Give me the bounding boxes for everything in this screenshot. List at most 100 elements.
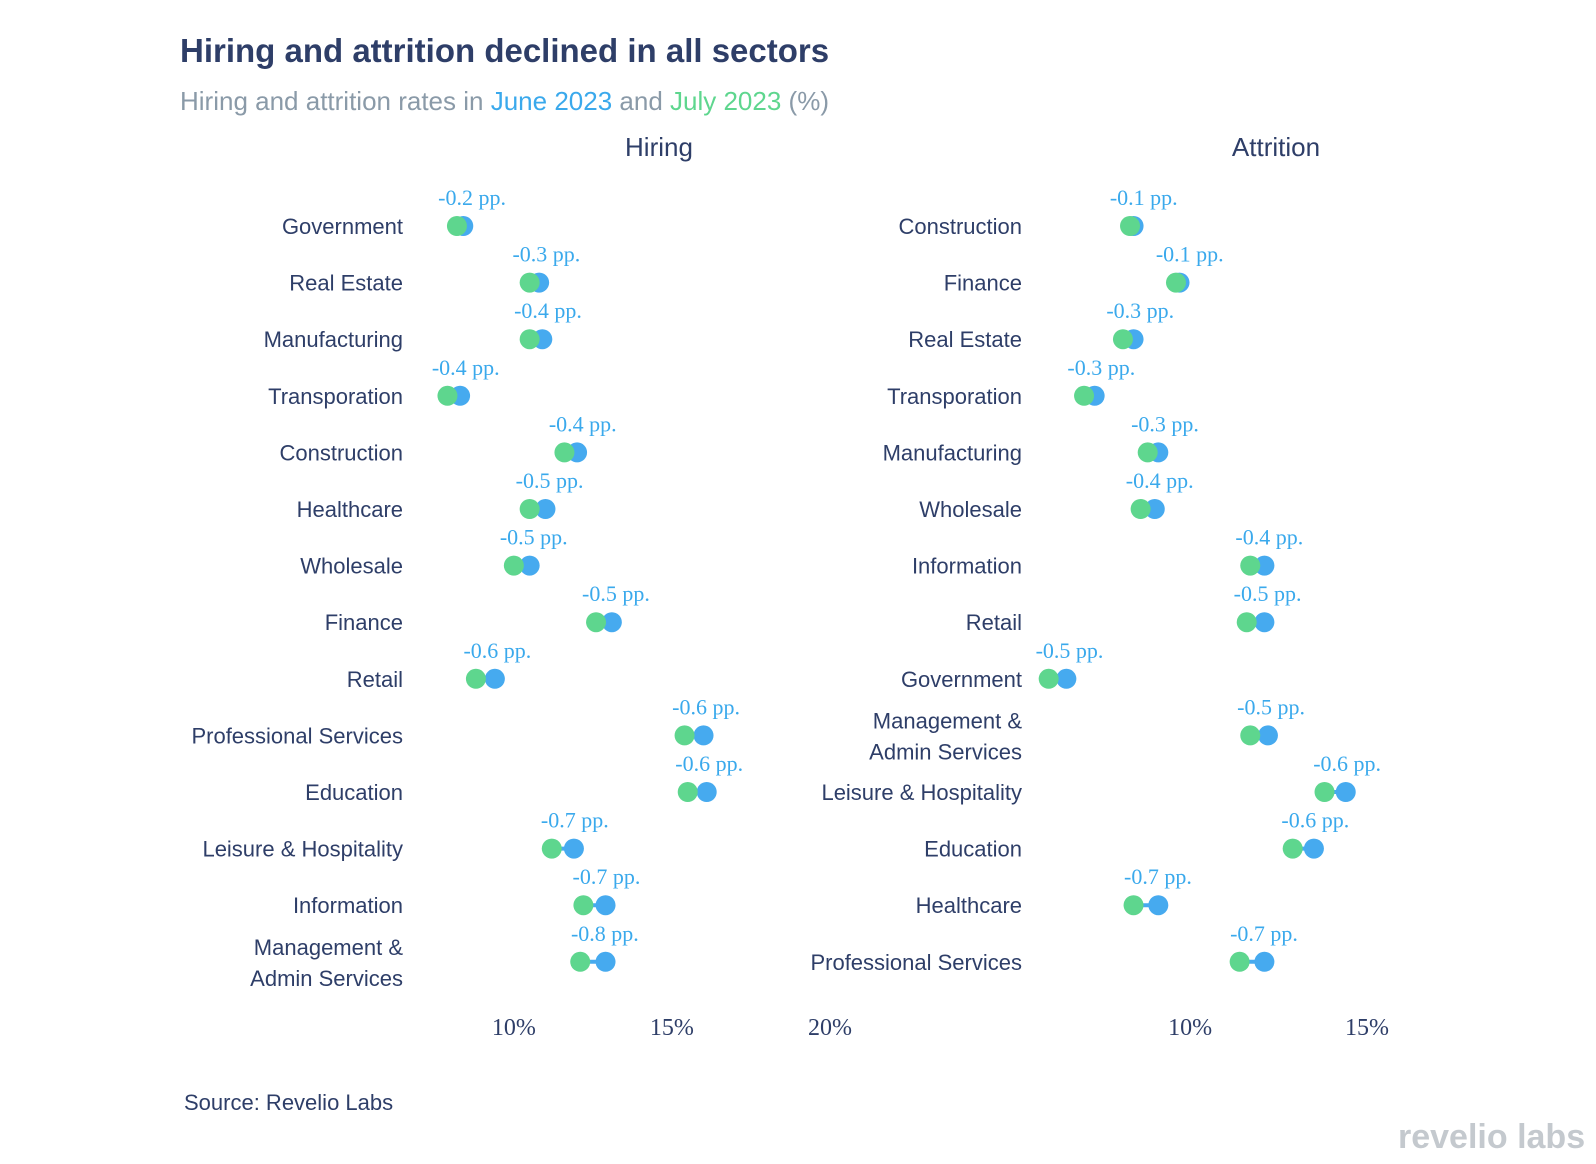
attrition-category-label: Construction	[898, 214, 1022, 239]
attrition-delta-label: -0.5 pp.	[1234, 581, 1302, 606]
hiring-category-label: Real Estate	[289, 271, 403, 296]
attrition-june-dot	[1144, 499, 1165, 519]
hiring-category-label: Leisure & Hospitality	[202, 837, 403, 862]
hiring-june-dot	[601, 612, 622, 633]
hiring-delta-label: -0.5 pp.	[516, 468, 584, 493]
hiring-x-tick-label: 10%	[492, 1015, 536, 1041]
hiring-category-label: Finance	[325, 610, 403, 635]
hiring-delta-label: -0.6 pp.	[463, 638, 531, 663]
attrition-panel-title: Attrition	[1232, 132, 1320, 162]
attrition-july-dot	[1240, 555, 1261, 576]
attrition-july-dot	[1236, 612, 1257, 633]
hiring-june-dot	[696, 782, 717, 802]
hiring-delta-label: -0.4 pp.	[432, 355, 500, 380]
hiring-x-tick-label: 15%	[650, 1015, 694, 1041]
legend-june: June 2023	[490, 86, 613, 116]
attrition-delta-label: -0.5 pp.	[1237, 694, 1305, 719]
attrition-category-label: Healthcare	[916, 893, 1022, 918]
attrition-delta-label: -0.1 pp.	[1156, 242, 1224, 267]
attrition-category-label: Finance	[944, 271, 1022, 296]
attrition-category-label: Admin Services	[869, 739, 1022, 764]
attrition-july-dot	[1120, 216, 1141, 236]
hiring-delta-label: -0.5 pp.	[582, 581, 650, 606]
attrition-july-dot	[1137, 442, 1158, 463]
hiring-july-dot	[541, 838, 562, 859]
attrition-delta-label: -0.1 pp.	[1110, 185, 1178, 210]
attrition-category-label: Leisure & Hospitality	[821, 780, 1022, 805]
subtitle-mid: and	[612, 86, 670, 116]
hiring-delta-label: -0.7 pp.	[573, 864, 641, 889]
attrition-category-label: Professional Services	[810, 950, 1022, 975]
attrition-july-dot	[1240, 725, 1261, 746]
hiring-category-label: Retail	[347, 667, 403, 692]
hiring-category-label: Manufacturing	[264, 327, 403, 352]
hiring-june-dot	[563, 838, 584, 859]
legend-july: July 2023	[670, 86, 782, 116]
hiring-x-tick-label: 20%	[808, 1015, 852, 1041]
attrition-july-dot	[1112, 329, 1133, 350]
hiring-july-dot	[519, 499, 540, 519]
attrition-delta-label: -0.3 pp.	[1067, 355, 1135, 380]
hiring-june-dot	[595, 895, 616, 916]
hiring-category-label: Transporation	[268, 384, 403, 409]
attrition-x-tick-label: 15%	[1345, 1015, 1389, 1041]
hiring-delta-label: -0.6 pp.	[675, 751, 743, 776]
hiring-june-dot	[484, 668, 505, 689]
attrition-category-label: Wholesale	[919, 497, 1022, 522]
hiring-delta-label: -0.4 pp.	[549, 411, 617, 436]
attrition-delta-label: -0.7 pp.	[1124, 864, 1192, 889]
attrition-june-dot	[1254, 951, 1275, 972]
chart-subtitle: Hiring and attrition rates in June 2023 …	[180, 86, 829, 117]
hiring-june-dot	[693, 725, 714, 746]
hiring-july-dot	[586, 612, 607, 633]
attrition-category-label: Transporation	[887, 384, 1022, 409]
attrition-x-tick-label: 10%	[1168, 1015, 1212, 1041]
hiring-delta-label: -0.3 pp.	[512, 242, 580, 267]
attrition-delta-label: -0.4 pp.	[1126, 468, 1194, 493]
hiring-july-dot	[570, 951, 591, 972]
hiring-delta-label: -0.7 pp.	[541, 808, 609, 833]
hiring-july-dot	[554, 442, 575, 463]
attrition-july-dot	[1229, 951, 1250, 972]
hiring-delta-label: -0.4 pp.	[514, 298, 582, 323]
hiring-category-label: Professional Services	[191, 723, 403, 748]
hiring-category-label: Healthcare	[297, 497, 403, 522]
revelio-labs-logo: revelio labs	[1398, 1118, 1586, 1156]
chart-title: Hiring and attrition declined in all sec…	[180, 32, 830, 69]
attrition-july-dot	[1314, 782, 1335, 802]
attrition-delta-label: -0.4 pp.	[1235, 525, 1303, 550]
hiring-june-dot	[595, 951, 616, 972]
attrition-category-label: Government	[901, 667, 1022, 692]
hiring-category-label: Construction	[279, 440, 403, 465]
attrition-category-label: Management &	[873, 708, 1023, 733]
attrition-july-dot	[1074, 385, 1095, 406]
hiring-category-label: Admin Services	[250, 966, 403, 991]
hiring-panel-title: Hiring	[625, 132, 693, 162]
attrition-july-dot	[1123, 895, 1144, 916]
hiring-june-dot	[519, 555, 540, 576]
attrition-delta-label: -0.5 pp.	[1036, 638, 1104, 663]
hiring-july-dot	[446, 216, 467, 236]
attrition-june-dot	[1254, 612, 1275, 633]
hiring-june-dot	[535, 499, 556, 519]
source-note: Source: Revelio Labs	[184, 1090, 394, 1115]
hiring-category-label: Wholesale	[300, 554, 403, 579]
hiring-category-label: Information	[293, 893, 403, 918]
attrition-category-label: Real Estate	[908, 327, 1022, 352]
hiring-july-dot	[465, 668, 486, 689]
attrition-june-dot	[1148, 895, 1169, 916]
attrition-delta-label: -0.7 pp.	[1230, 921, 1298, 946]
hiring-delta-label: -0.8 pp.	[571, 921, 639, 946]
hiring-july-dot	[677, 782, 698, 802]
attrition-delta-label: -0.6 pp.	[1281, 808, 1349, 833]
hiring-july-dot	[519, 272, 540, 293]
attrition-june-dot	[1335, 782, 1356, 802]
hiring-category-label: Management &	[254, 935, 404, 960]
hiring-july-dot	[674, 725, 695, 746]
attrition-category-label: Education	[924, 837, 1022, 862]
hiring-category-label: Education	[305, 780, 403, 805]
attrition-category-label: Manufacturing	[883, 440, 1022, 465]
attrition-june-dot	[1303, 838, 1324, 859]
attrition-delta-label: -0.3 pp.	[1131, 411, 1199, 436]
